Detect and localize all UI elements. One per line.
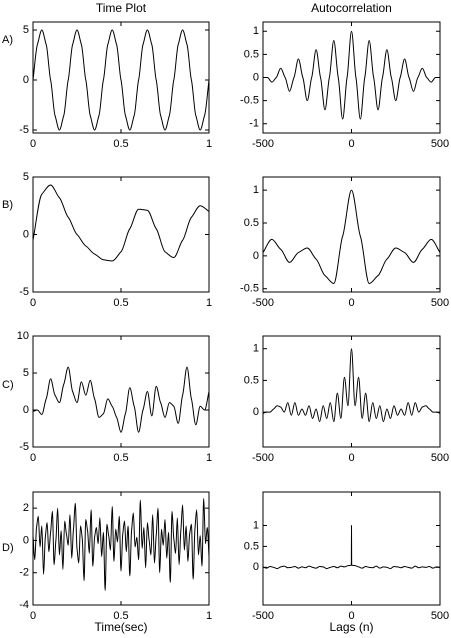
x-tick-label: -500 — [252, 452, 274, 464]
y-tick-label: 1 — [253, 343, 259, 355]
y-tick-label: -0.5 — [240, 95, 259, 107]
plot-area — [33, 177, 209, 292]
axes-box — [262, 21, 441, 134]
y-tick-label: -5 — [19, 124, 29, 136]
x-tick-label: 0 — [30, 297, 36, 309]
plot-area — [263, 336, 440, 447]
y-tick-label: 0.5 — [244, 540, 259, 552]
x-tick-label: -500 — [252, 297, 274, 309]
x-tick-label: 0 — [348, 138, 354, 150]
y-tick-label: 10 — [17, 330, 29, 342]
plot-area — [33, 336, 209, 447]
x-axis-label: Lags (n) — [329, 620, 373, 634]
x-tick-label: -500 — [252, 610, 274, 622]
line — [32, 29, 210, 131]
y-tick-label: 0 — [253, 71, 259, 83]
y-tick-label: 0 — [23, 534, 29, 546]
x-tick-label: 0 — [348, 297, 354, 309]
chart-title: Autocorrelation — [311, 1, 392, 15]
line — [32, 184, 210, 262]
line — [262, 348, 441, 423]
x-tick-label: 0.5 — [113, 297, 128, 309]
y-tick-label: 0.5 — [244, 48, 259, 60]
axes-box — [262, 491, 441, 606]
x-tick-label: 0.5 — [113, 138, 128, 150]
panel-label: A) — [2, 34, 13, 46]
line — [262, 189, 441, 284]
plot-area — [263, 177, 440, 292]
y-tick-label: 5 — [23, 24, 29, 36]
x-tick-label: 500 — [431, 297, 449, 309]
x-tick-label: 1 — [206, 610, 212, 622]
chart-title: Time Plot — [96, 1, 147, 15]
y-tick-label: 2 — [23, 502, 29, 514]
y-tick-label: 0 — [253, 250, 259, 262]
x-tick-label: 1 — [206, 297, 212, 309]
y-tick-label: 0 — [23, 74, 29, 86]
x-tick-label: 0 — [30, 138, 36, 150]
x-tick-label: 0.5 — [113, 452, 128, 464]
line — [262, 524, 441, 570]
axes-box — [262, 335, 441, 448]
y-tick-label: 1 — [253, 184, 259, 196]
panel-label: D) — [2, 542, 14, 554]
y-tick-label: -5 — [19, 286, 29, 298]
x-tick-label: 0 — [348, 610, 354, 622]
axes-box — [32, 335, 210, 448]
line — [32, 366, 210, 433]
y-tick-label: 0.5 — [244, 217, 259, 229]
x-tick-label: 0.5 — [113, 610, 128, 622]
x-tick-label: 1 — [206, 138, 212, 150]
panel-label: B) — [2, 199, 13, 211]
x-tick-label: 1 — [206, 452, 212, 464]
y-tick-label: 0.5 — [244, 374, 259, 386]
x-tick-label: 500 — [431, 452, 449, 464]
y-tick-label: 5 — [23, 171, 29, 183]
x-tick-label: 0 — [348, 452, 354, 464]
y-tick-label: -1 — [249, 118, 259, 130]
line — [263, 30, 440, 120]
y-tick-label: 0 — [253, 561, 259, 573]
y-tick-label: -0.5 — [240, 283, 259, 295]
axes-box — [32, 176, 210, 293]
axes-box — [32, 21, 210, 134]
y-tick-label: -4 — [19, 599, 29, 611]
x-tick-label: 500 — [431, 610, 449, 622]
y-tick-label: -2 — [19, 567, 29, 579]
line — [32, 497, 210, 591]
x-tick-label: -500 — [252, 138, 274, 150]
y-tick-label: 0 — [253, 406, 259, 418]
axes-box — [262, 176, 441, 293]
plot-area — [263, 22, 440, 133]
y-tick-label: 0 — [23, 404, 29, 416]
y-tick-label: 1 — [253, 25, 259, 37]
y-tick-label: 1 — [253, 519, 259, 531]
y-tick-label: 5 — [23, 367, 29, 379]
panel-label: C) — [2, 379, 14, 391]
y-tick-label: 0 — [23, 228, 29, 240]
x-tick-label: 0 — [30, 452, 36, 464]
y-tick-label: -5 — [19, 441, 29, 453]
x-tick-label: 0 — [30, 610, 36, 622]
axes-box — [32, 491, 210, 606]
x-axis-label: Time(sec) — [95, 620, 148, 634]
x-tick-label: 500 — [431, 138, 449, 150]
